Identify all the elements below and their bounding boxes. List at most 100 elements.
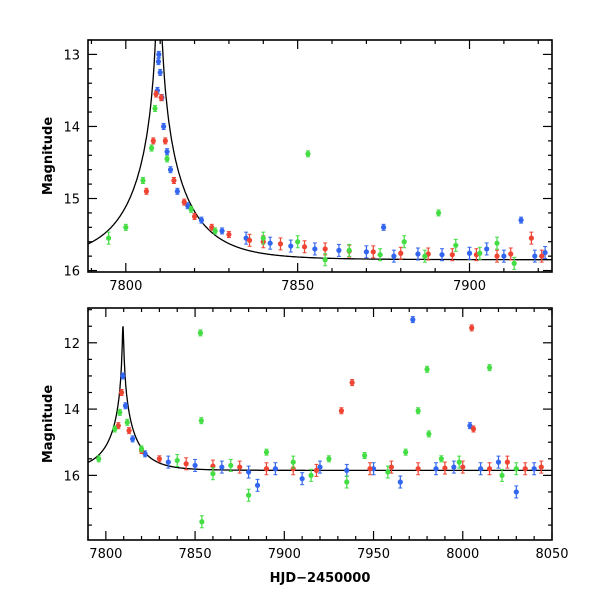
data-point bbox=[336, 243, 342, 257]
data-point bbox=[185, 202, 191, 210]
data-point bbox=[322, 242, 328, 256]
data-point bbox=[308, 468, 314, 482]
x-tick-label: 7900 bbox=[453, 279, 486, 294]
y-tick-label: 16 bbox=[63, 265, 80, 280]
data-point bbox=[126, 427, 132, 435]
data-point bbox=[388, 460, 394, 474]
y-tick-label: 12 bbox=[63, 337, 80, 352]
data-point bbox=[377, 248, 383, 262]
data-point bbox=[477, 246, 483, 260]
data-point bbox=[511, 256, 517, 270]
data-point bbox=[539, 249, 545, 263]
data-point bbox=[162, 137, 168, 145]
data-point bbox=[290, 455, 296, 469]
data-point bbox=[130, 435, 136, 443]
data-point bbox=[410, 316, 416, 324]
data-point bbox=[158, 94, 164, 102]
data-point bbox=[486, 364, 493, 372]
data-point bbox=[263, 448, 270, 456]
y-tick-label: 13 bbox=[63, 48, 80, 63]
data-point bbox=[494, 236, 500, 250]
data-point bbox=[112, 425, 118, 433]
data-point bbox=[495, 455, 502, 469]
data-point bbox=[397, 475, 403, 489]
plot-frame bbox=[87, 39, 553, 273]
data-point bbox=[197, 329, 204, 337]
data-point bbox=[391, 249, 397, 263]
data-point bbox=[449, 248, 455, 262]
x-tick-label: 8000 bbox=[446, 547, 479, 562]
data-point bbox=[385, 465, 391, 479]
data-point bbox=[120, 372, 126, 380]
model-curve bbox=[88, 326, 552, 472]
data-point bbox=[453, 238, 459, 252]
data-point bbox=[301, 240, 308, 254]
top-panel: 7800 7850 7900 13 14 15 16 Magnitude bbox=[41, 39, 553, 294]
data-point bbox=[219, 460, 225, 474]
data-point bbox=[528, 231, 534, 245]
x-tick-label: 7850 bbox=[179, 547, 212, 562]
data-point bbox=[403, 448, 409, 456]
data-point bbox=[508, 247, 514, 261]
data-point bbox=[415, 462, 421, 476]
data-point bbox=[349, 379, 355, 387]
data-point bbox=[198, 417, 204, 425]
data-point bbox=[531, 462, 537, 476]
data-points bbox=[106, 50, 548, 270]
data-point bbox=[532, 249, 538, 263]
data-point bbox=[267, 236, 273, 250]
data-point bbox=[246, 233, 253, 247]
data-point bbox=[210, 467, 216, 481]
data-point bbox=[312, 242, 318, 256]
data-point bbox=[174, 453, 180, 467]
data-point bbox=[486, 462, 493, 476]
data-point bbox=[174, 187, 180, 195]
data-point bbox=[415, 407, 421, 415]
y-tick-label: 16 bbox=[63, 469, 80, 484]
data-point bbox=[254, 478, 261, 492]
data-point bbox=[451, 460, 457, 474]
data-point bbox=[150, 137, 156, 145]
data-point bbox=[362, 451, 368, 459]
x-tick-label: 7850 bbox=[281, 279, 314, 294]
data-point bbox=[288, 239, 294, 253]
data-point bbox=[115, 422, 121, 430]
y-tick-label: 14 bbox=[63, 120, 80, 135]
data-point bbox=[124, 418, 130, 426]
data-point bbox=[153, 90, 159, 98]
data-point bbox=[513, 485, 519, 499]
data-point bbox=[518, 216, 524, 224]
data-point bbox=[494, 249, 500, 263]
data-point bbox=[442, 461, 448, 475]
data-point bbox=[152, 104, 158, 112]
data-point bbox=[138, 445, 145, 453]
data-point bbox=[415, 247, 421, 261]
y-tick-label: 14 bbox=[63, 403, 80, 418]
y-axis-label: Magnitude bbox=[41, 385, 56, 464]
data-point bbox=[140, 176, 146, 184]
x-axis-label: HJD−2450000 bbox=[270, 571, 371, 586]
data-point bbox=[478, 462, 484, 476]
data-point bbox=[422, 249, 428, 263]
x-tick-label: 7800 bbox=[89, 547, 122, 562]
data-point bbox=[183, 457, 189, 471]
bottom-panel: 7800 7850 7900 7950 8000 8050 12 14 16 Magnitude H… bbox=[41, 307, 569, 586]
data-point bbox=[123, 223, 129, 231]
data-point bbox=[538, 460, 544, 474]
data-point bbox=[143, 187, 150, 195]
data-point bbox=[167, 166, 174, 174]
data-point bbox=[263, 462, 270, 476]
x-tick-label: 7950 bbox=[357, 547, 390, 562]
x-tick-label: 7800 bbox=[109, 279, 142, 294]
data-point bbox=[370, 462, 377, 476]
data-point bbox=[157, 68, 163, 76]
data-point bbox=[317, 460, 323, 474]
data-point bbox=[148, 144, 155, 152]
data-point bbox=[513, 462, 519, 476]
data-point bbox=[164, 155, 170, 163]
data-point bbox=[499, 468, 505, 482]
data-point bbox=[484, 242, 490, 256]
data-point bbox=[398, 246, 404, 260]
data-point bbox=[504, 455, 510, 469]
